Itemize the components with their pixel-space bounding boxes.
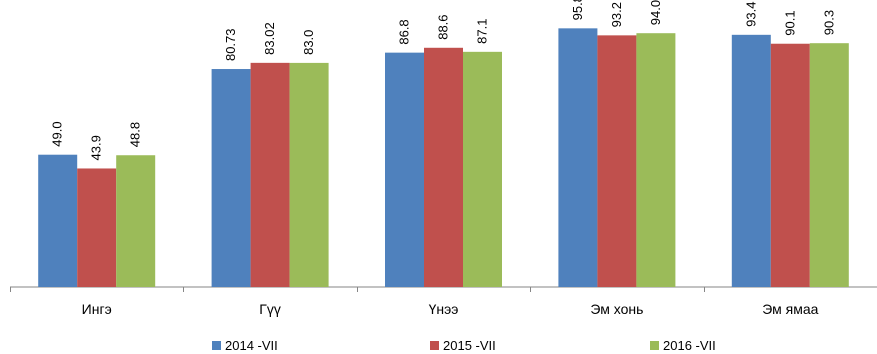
bar	[636, 33, 676, 288]
bar	[116, 155, 156, 287]
data-label: 83.0	[301, 30, 316, 55]
bar-chart: 49.0 43.9 48.8 Ингэ 80.73 83.02 83.0 Гүү 86.8 88.…	[10, 0, 877, 317]
legend-label-2015: 2015 -VII	[443, 338, 496, 353]
data-label: 95.8	[570, 0, 585, 20]
data-label: 43.9	[89, 135, 104, 160]
legend-item-2015: 2015 -VII	[430, 338, 496, 353]
data-label: 83.02	[262, 22, 277, 55]
data-label: 90.3	[821, 10, 836, 35]
data-label: 90.1	[782, 10, 797, 35]
category-label: Эм хонь	[590, 301, 643, 317]
bar	[211, 69, 251, 288]
category-label: Ингэ	[82, 301, 112, 317]
bar	[38, 154, 78, 287]
data-label: 86.8	[397, 19, 412, 44]
bar	[385, 52, 424, 287]
bar	[289, 62, 329, 288]
bar	[77, 168, 117, 287]
legend-label-2016: 2016 -VII	[663, 338, 716, 353]
bar	[424, 47, 463, 287]
legend-swatch-2015	[430, 341, 439, 350]
data-label: 93.4	[743, 2, 758, 27]
bar	[558, 28, 598, 288]
legend-item-2014: 2014 -VII	[212, 338, 278, 353]
category-label: Гүү	[259, 301, 281, 317]
legend: 2014 -VII 2015 -VII 2016 -VII	[0, 338, 877, 354]
bar	[250, 62, 290, 287]
category-label: Эм ямаа	[762, 301, 818, 317]
bar	[597, 35, 637, 287]
bar	[463, 51, 502, 287]
legend-swatch-2016	[650, 341, 659, 350]
category-label: Үнээ	[429, 301, 459, 317]
legend-label-2014: 2014 -VII	[225, 338, 278, 353]
data-label: 48.8	[128, 122, 143, 147]
data-label: 87.1	[475, 19, 490, 44]
data-label: 93.2	[609, 2, 624, 27]
bar	[809, 43, 849, 287]
data-label: 49.0	[50, 121, 65, 146]
data-label: 88.6	[436, 14, 451, 39]
legend-item-2016: 2016 -VII	[650, 338, 716, 353]
bar	[770, 43, 810, 288]
legend-swatch-2014	[212, 341, 221, 350]
bar	[731, 34, 771, 287]
data-label: 80.73	[223, 28, 238, 61]
data-label: 94.0	[648, 0, 663, 25]
